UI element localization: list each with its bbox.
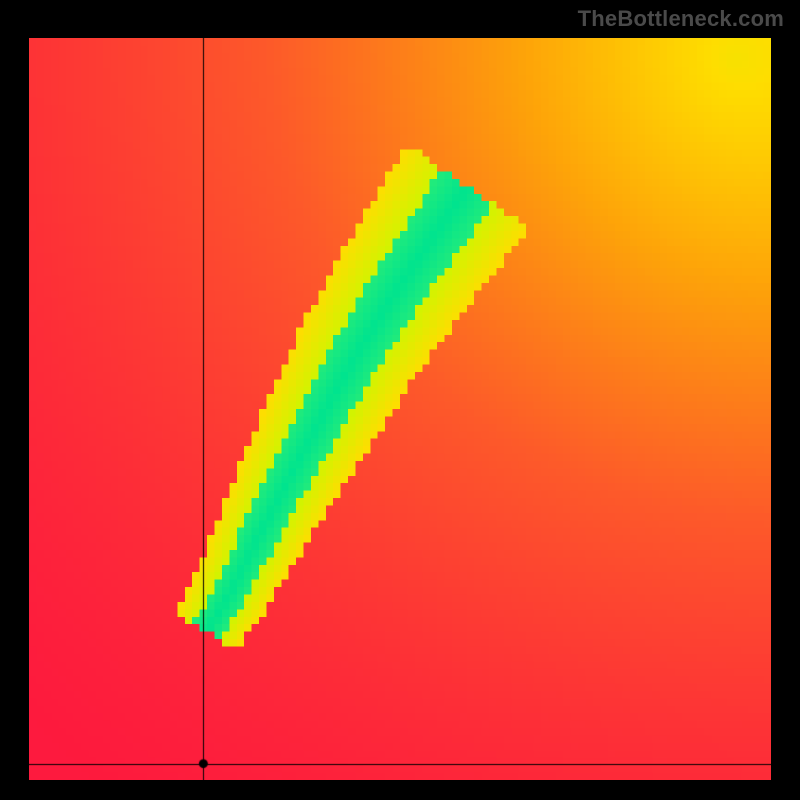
chart-container: TheBottleneck.com <box>0 0 800 800</box>
watermark-text: TheBottleneck.com <box>578 6 784 32</box>
crosshair-overlay <box>29 38 771 780</box>
